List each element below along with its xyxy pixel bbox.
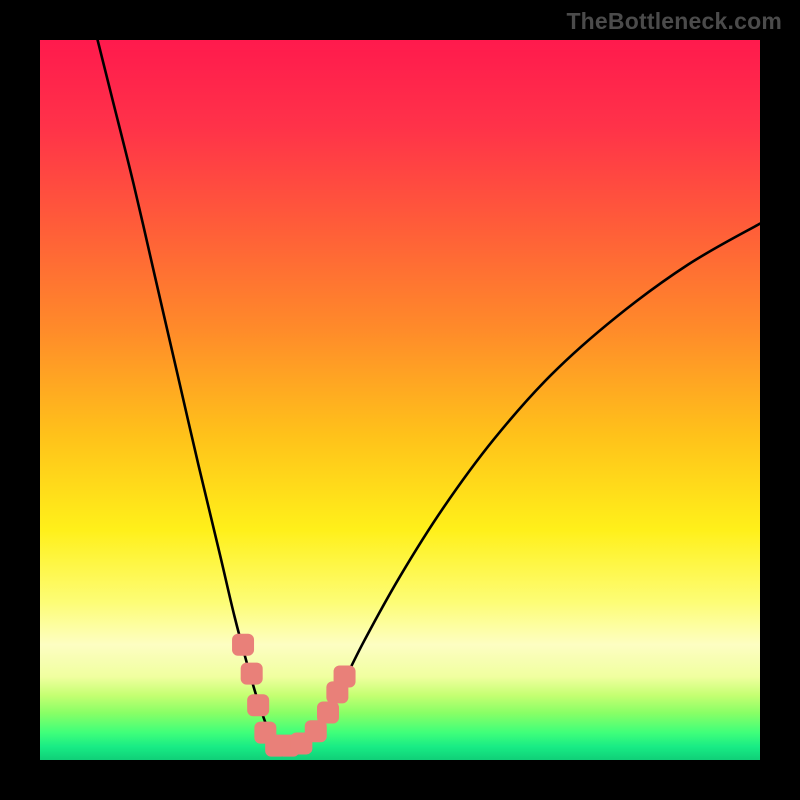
data-marker bbox=[232, 634, 254, 656]
data-marker bbox=[305, 720, 327, 742]
data-marker bbox=[334, 665, 356, 687]
plot-area bbox=[40, 40, 760, 760]
data-marker bbox=[317, 701, 339, 723]
chart-frame: TheBottleneck.com bbox=[0, 0, 800, 800]
data-marker bbox=[241, 663, 263, 685]
watermark-text: TheBottleneck.com bbox=[566, 8, 782, 35]
gradient-background bbox=[40, 40, 760, 760]
data-marker bbox=[247, 694, 269, 716]
bottleneck-chart bbox=[40, 40, 760, 760]
